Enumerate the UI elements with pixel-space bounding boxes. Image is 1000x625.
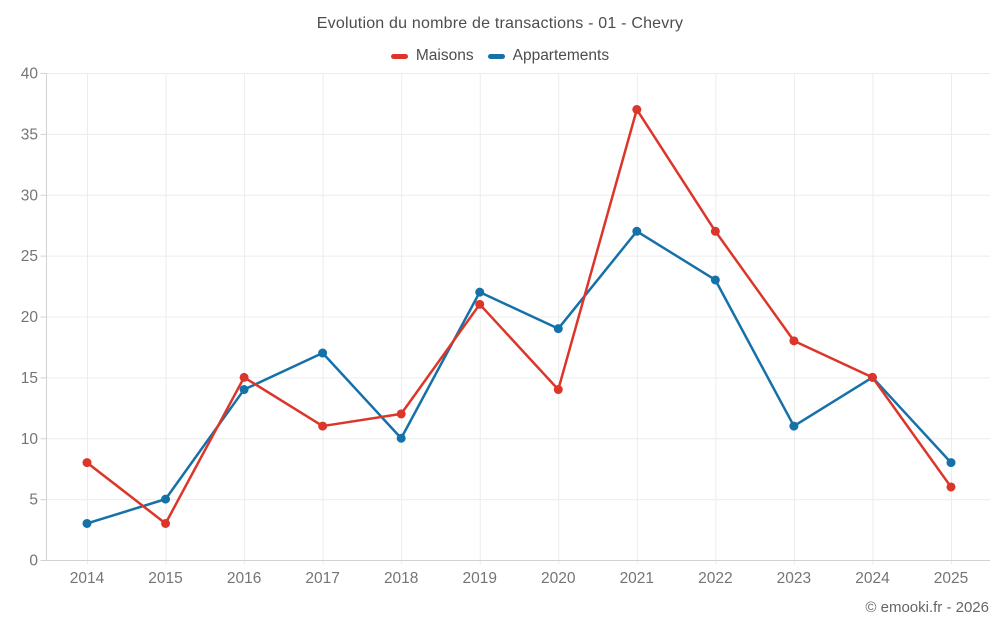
data-point-appartements-2023 [789,421,799,431]
legend: Maisons Appartements [0,47,1000,65]
x-tick-label: 2019 [462,570,496,587]
copyright-text: © emooki.fr - 2026 [865,599,989,616]
x-tick-label: 2014 [70,570,105,587]
data-point-appartements-2022 [710,275,720,285]
data-point-appartements-2020 [553,324,563,334]
y-tick-label: 30 [21,187,39,204]
y-tick-label: 40 [21,66,39,83]
data-point-appartements-2017 [318,348,328,358]
x-tick-label: 2017 [305,570,339,587]
data-point-maisons-2019 [475,299,485,309]
data-point-appartements-2019 [475,287,485,297]
x-tick-label: 2025 [934,570,968,587]
legend-item-maisons[interactable]: Maisons [390,47,474,65]
data-point-maisons-2015 [161,518,171,528]
y-tick-label: 25 [21,248,38,265]
x-tick-label: 2016 [227,570,261,587]
data-point-maisons-2014 [82,458,92,468]
x-tick-label: 2021 [620,570,654,587]
data-point-maisons-2017 [318,421,328,431]
data-point-appartements-2018 [396,433,406,443]
data-point-appartements-2025 [946,458,956,468]
data-point-maisons-2021 [632,105,642,115]
y-tick-label: 20 [21,309,39,326]
data-point-maisons-2025 [946,482,956,492]
x-tick-label: 2024 [855,570,890,587]
x-tick-label: 2023 [777,570,811,587]
data-point-appartements-2015 [161,494,171,504]
y-tick-label: 10 [21,431,39,448]
y-tick-label: 15 [21,370,38,387]
data-point-appartements-2016 [239,385,249,395]
x-tick-label: 2020 [541,570,576,587]
data-point-maisons-2022 [710,226,720,236]
data-point-maisons-2016 [239,372,249,382]
data-point-maisons-2024 [867,372,877,382]
data-point-appartements-2021 [632,226,642,236]
data-point-maisons-2023 [789,336,799,346]
y-tick-label: 5 [29,492,38,509]
legend-label-maisons: Maisons [415,47,474,64]
data-point-maisons-2020 [553,385,563,395]
x-tick-label: 2015 [148,570,182,587]
legend-item-appartements[interactable]: Appartements [487,47,610,65]
appartements-series-swatch-icon [487,53,505,59]
series-line-maisons [85,108,953,525]
x-tick-label: 2022 [698,570,732,587]
x-tick-label: 2018 [384,570,418,587]
data-point-maisons-2018 [396,409,406,419]
maisons-series-swatch-icon [390,53,408,59]
chart-title: Evolution du nombre de transactions - 01… [316,15,684,32]
y-tick-label: 35 [21,126,38,143]
data-point-appartements-2014 [82,518,92,528]
y-tick-label: 0 [29,553,38,570]
series-line-appartements [85,230,953,525]
legend-label-appartements: Appartements [512,47,610,64]
